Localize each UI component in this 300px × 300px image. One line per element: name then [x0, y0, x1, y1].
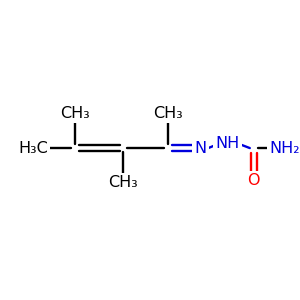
Text: CH₃: CH₃ — [153, 106, 183, 121]
Text: NH₂: NH₂ — [269, 141, 300, 156]
Text: CH₃: CH₃ — [109, 175, 138, 190]
Text: N: N — [195, 141, 207, 156]
Text: O: O — [248, 173, 260, 188]
Text: NH: NH — [215, 136, 240, 151]
Text: CH₃: CH₃ — [60, 106, 90, 121]
Text: H₃C: H₃C — [18, 141, 48, 156]
